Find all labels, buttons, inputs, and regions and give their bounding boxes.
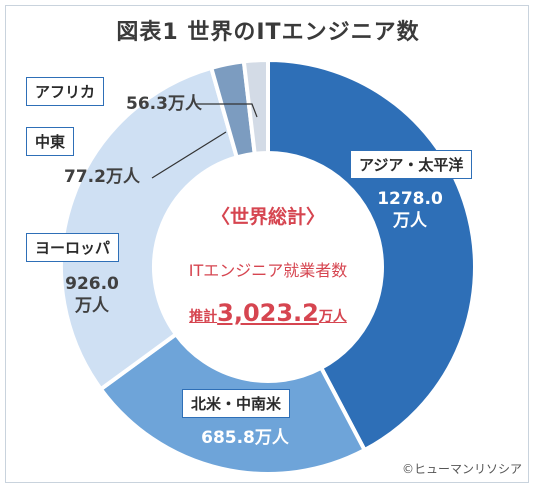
label-americas: 北米・中南米: [182, 389, 291, 418]
leader-line-middle-east: [151, 131, 227, 179]
label-africa: アフリカ: [26, 77, 105, 106]
unit-europe: 万人: [75, 296, 109, 316]
slice-africa: [241, 57, 270, 156]
value-asia-pacific: 1278.0: [377, 189, 443, 209]
center-total: 推計3,023.2万人: [148, 299, 388, 327]
credit-text: ©ヒューマンリソシア: [401, 462, 522, 476]
chart-title: 図表1 世界のITエンジニア数: [116, 20, 420, 45]
leader-line-africa: [196, 103, 258, 118]
label-middle-east: 中東: [26, 127, 75, 156]
center-title: 〈世界総計〉: [210, 206, 325, 228]
value-europe: 926.0: [65, 274, 119, 294]
label-europe: ヨーロッパ: [26, 233, 120, 262]
total-prefix: 推計: [189, 309, 218, 325]
unit-asia-pacific: 万人: [393, 211, 427, 231]
value-middle-east: 77.2万人: [64, 167, 140, 187]
label-asia-pacific: アジア・太平洋: [350, 150, 473, 179]
center-subtitle: ITエンジニア就業者数: [188, 261, 348, 280]
total-value: 3,023.2: [217, 299, 319, 327]
slice-europe: [59, 65, 240, 392]
value-africa: 56.3万人: [126, 94, 202, 114]
value-americas: 685.8万人: [201, 428, 289, 448]
total-unit: 万人: [318, 309, 347, 325]
